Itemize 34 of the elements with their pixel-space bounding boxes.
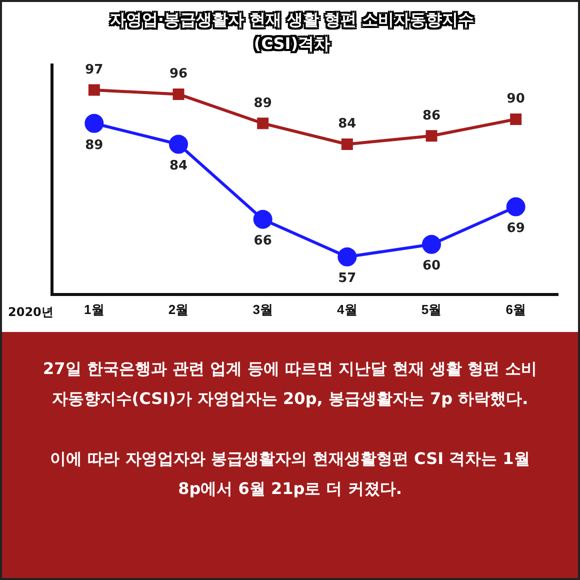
data-label: 89 — [254, 96, 272, 111]
text: 27일 한국은행과 관련 업계 등에 따르면 지난달 현재 생활 형편 소비자동향지수(CSI)가 자영업자는 20p, 봉급생활자는 7p 하락했다. — [42, 358, 538, 410]
data-label: 84 — [338, 116, 356, 132]
text: 2020년 — [8, 304, 54, 321]
point — [426, 130, 438, 142]
data-label: 97 — [85, 62, 104, 78]
data-label: 57 — [338, 271, 356, 286]
x-tick-label: 6월 — [506, 302, 526, 317]
x-tick-label: 4월 — [337, 302, 358, 317]
point — [253, 210, 272, 229]
data-label: 89 — [85, 138, 104, 153]
point — [172, 88, 184, 100]
point — [257, 118, 269, 130]
x-tick-label: 1월 — [84, 302, 104, 317]
x-tick-label: 5월 — [421, 302, 442, 317]
data-label: 90 — [506, 92, 525, 107]
data-label: 69 — [506, 221, 525, 236]
data-label: 96 — [169, 66, 188, 82]
point — [510, 113, 522, 125]
data-label: 60 — [422, 258, 441, 274]
point — [341, 138, 353, 150]
point — [88, 84, 100, 96]
chart-title: 자영업·봉급생활자 현재 생활 형편 소비자동향지수(CSI)격차 — [108, 9, 476, 56]
point — [506, 197, 526, 216]
data-label: 66 — [254, 234, 272, 249]
text: 이에 따라 자영업자와 봉급생활자의 현재생활형편 CSI 격차는 1월 8p에서 6월 21p로 더 커졌다. — [49, 448, 531, 500]
point — [422, 234, 441, 254]
data-label: 86 — [422, 108, 441, 124]
point — [169, 134, 188, 154]
point — [338, 247, 357, 266]
x-tick-label: 2월 — [168, 302, 189, 317]
data-label: 84 — [169, 158, 188, 174]
point — [84, 114, 104, 133]
x-tick-label: 3월 — [252, 302, 273, 317]
